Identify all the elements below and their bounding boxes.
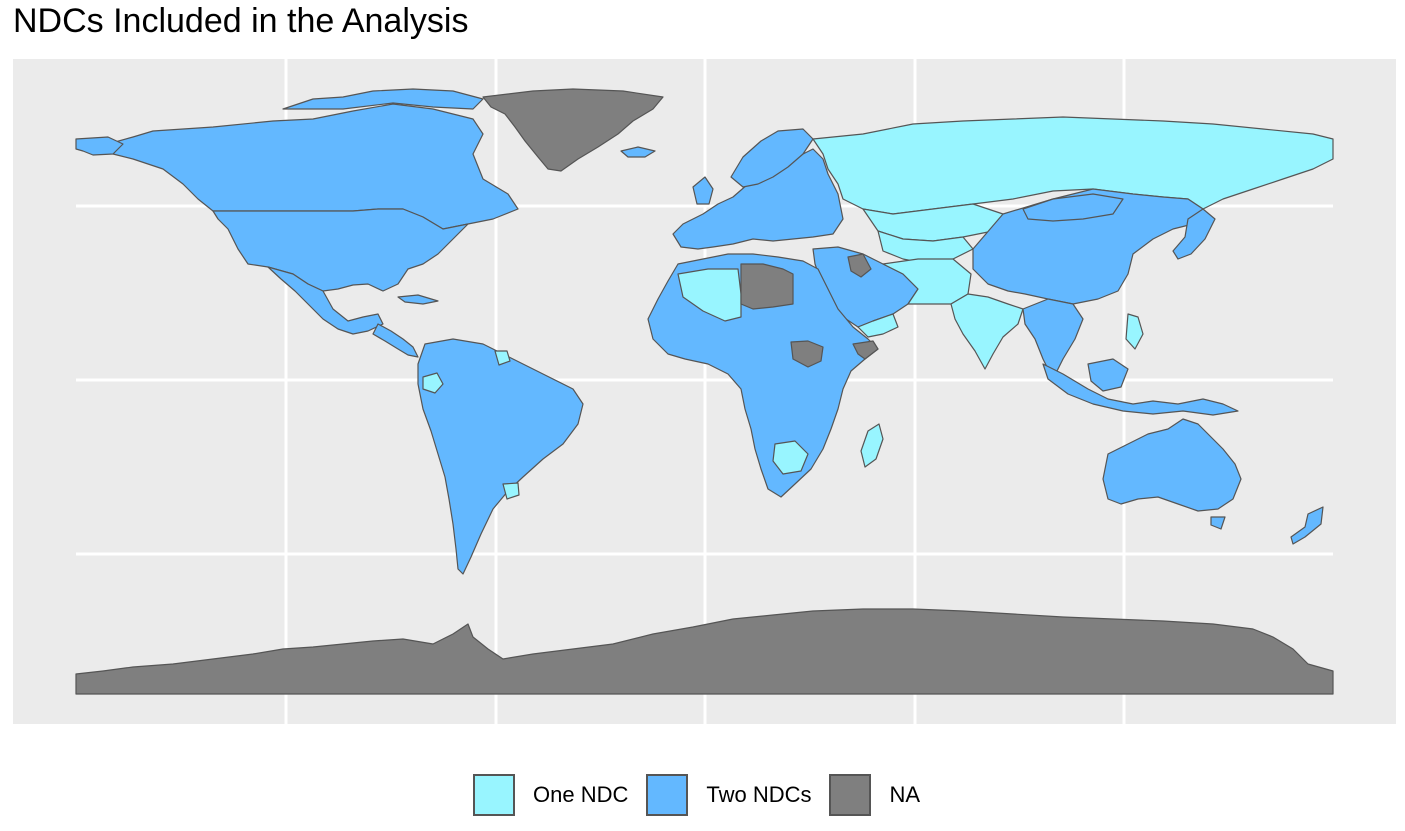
region-new-zealand [1290, 506, 1324, 545]
legend-key-one-ndc [473, 774, 515, 816]
region-europe [672, 148, 844, 250]
region-uk [692, 176, 714, 205]
region-madagascar [860, 423, 884, 468]
region-canada-arctic [282, 88, 484, 110]
region-alaska [75, 136, 124, 156]
world-map [75, 59, 1334, 724]
region-somalia [852, 340, 879, 360]
region-south-america [417, 338, 584, 575]
region-india [950, 293, 1024, 370]
region-oman-yemen [857, 313, 899, 338]
region-scandinavia [730, 128, 814, 188]
region-central-asia [877, 230, 974, 265]
region-iceland [620, 146, 656, 158]
region-central-america [372, 323, 419, 358]
region-southeast-asia [1022, 298, 1084, 380]
region-iraq [847, 253, 872, 278]
region-canada [107, 103, 519, 230]
legend-item-two-ndcs: Two NDCs [646, 774, 811, 816]
region-philippines [1125, 313, 1144, 350]
region-africa [647, 253, 879, 498]
region-mongolia [1022, 193, 1124, 222]
region-australia [1102, 418, 1242, 512]
legend-label-na: NA [889, 782, 921, 807]
region-suriname [494, 350, 511, 366]
region-borneo [1087, 358, 1129, 392]
legend-item-na: NA [829, 774, 920, 816]
region-indonesia [1042, 363, 1239, 416]
region-japan [1172, 208, 1216, 260]
region-tasmania [1210, 516, 1226, 530]
region-cuba [397, 294, 439, 305]
region-algeria [677, 268, 742, 322]
region-greenland [482, 88, 664, 172]
region-antarctica [75, 608, 1334, 695]
legend: One NDC Two NDCs NA [473, 770, 938, 820]
legend-key-na [829, 774, 872, 816]
region-mexico [267, 266, 384, 335]
legend-key-two-ndcs [646, 774, 689, 816]
region-botswana [772, 440, 809, 475]
legend-item-one-ndc: One NDC [473, 774, 628, 816]
legend-label-two-ndcs: Two NDCs [706, 782, 812, 807]
legend-label-one-ndc: One NDC [533, 782, 629, 807]
region-libya [740, 263, 794, 310]
region-uruguay [502, 482, 520, 500]
chart-title: NDCs Included in the Analysis [13, 2, 469, 40]
region-ecuador [422, 372, 444, 394]
region-united-states [212, 208, 469, 292]
map-panel [13, 59, 1396, 724]
region-south-sudan [790, 340, 824, 368]
